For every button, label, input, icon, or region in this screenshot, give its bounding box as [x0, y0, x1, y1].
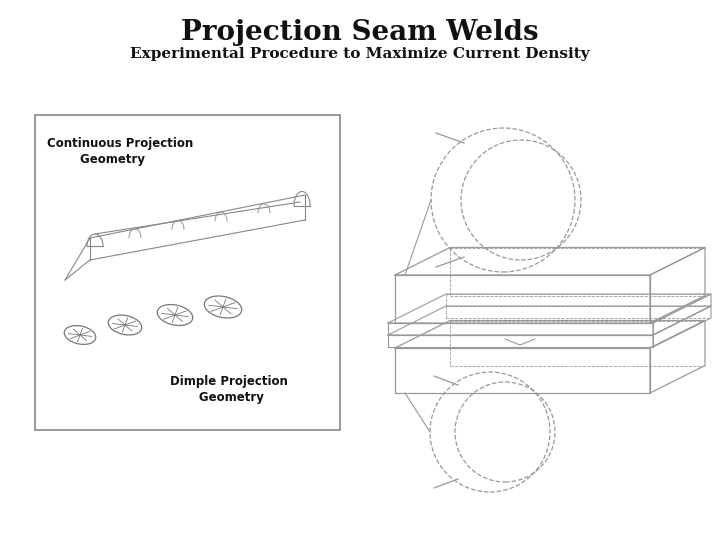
Bar [35, 115, 340, 430]
Ellipse shape [108, 315, 142, 335]
Text: Projection Seam Welds: Projection Seam Welds [181, 18, 539, 45]
Text: Continuous Projection
        Geometry: Continuous Projection Geometry [47, 137, 193, 166]
Text: Experimental Procedure to Maximize Current Density: Experimental Procedure to Maximize Curre… [130, 47, 590, 61]
Text: Dimple Projection
       Geometry: Dimple Projection Geometry [170, 375, 288, 404]
Ellipse shape [204, 296, 242, 318]
Ellipse shape [64, 326, 96, 345]
Ellipse shape [157, 305, 193, 326]
